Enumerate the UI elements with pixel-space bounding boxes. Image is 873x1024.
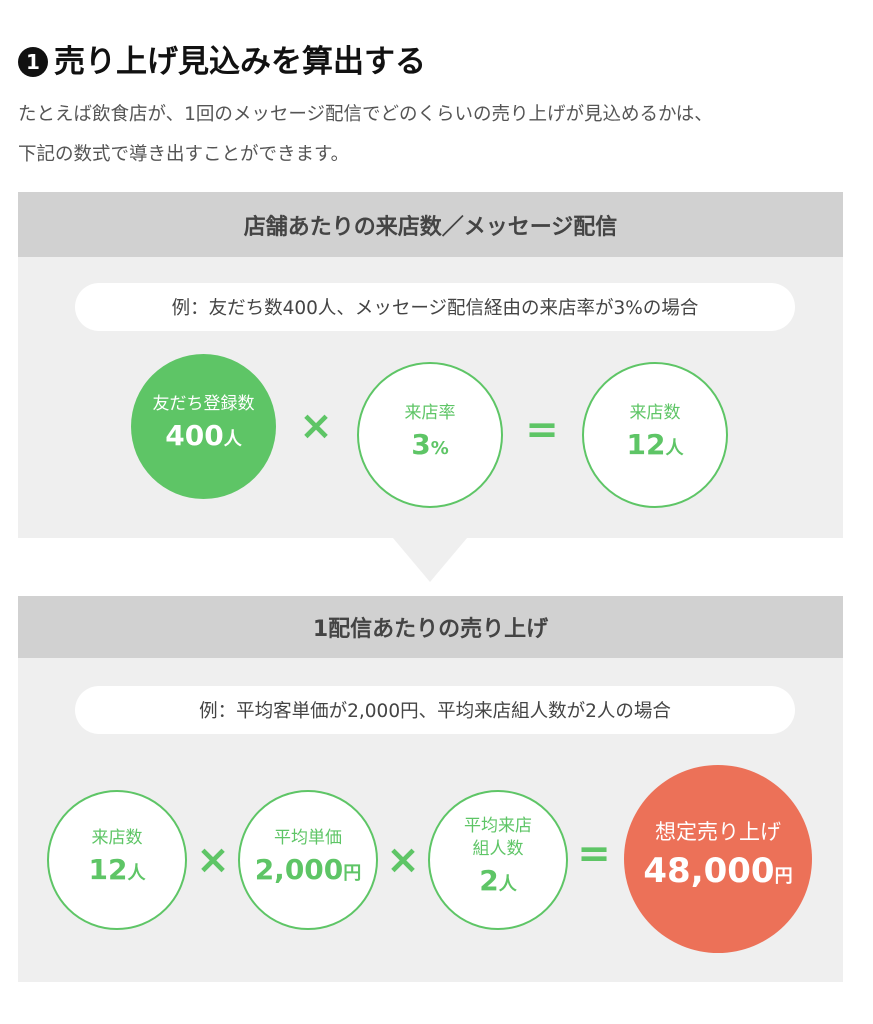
circle-label: 友だち登録数	[152, 394, 255, 414]
visit-rate-circle: 来店率 3%	[357, 362, 503, 508]
circle-label: 組人数	[472, 839, 524, 859]
circle-label: 想定売り上げ	[655, 820, 781, 844]
circle-value: 12人	[626, 427, 684, 461]
circle-label: 来店数	[91, 827, 143, 848]
section-heading: 1 売り上げ見込みを算出する	[18, 40, 426, 84]
section1-example: 例：友だち数400人、メッセージ配信経由の来店率が3%の場合	[75, 283, 795, 331]
arrow-down-icon	[393, 538, 467, 582]
number-badge: 1	[18, 47, 48, 77]
visits-circle: 来店数 12人	[582, 362, 728, 508]
group-size-circle: 平均来店 組人数 2人	[428, 790, 568, 930]
section2-example: 例：平均客単価が2,000円、平均来店組人数が2人の場合	[75, 686, 795, 734]
circle-value: 2,000円	[254, 852, 362, 886]
equals-icon: =	[577, 831, 611, 877]
circle-value: 48,000円	[643, 851, 793, 891]
section2-title: 1配信あたりの売り上げ	[18, 596, 843, 658]
friends-count-circle: 友だち登録数 400人	[131, 354, 276, 499]
intro-line: 下記の数式で導き出すことができます。	[18, 144, 350, 165]
circle-label: 平均単価	[274, 827, 342, 848]
circle-value: 2人	[479, 864, 517, 897]
avg-price-circle: 平均単価 2,000円	[238, 790, 378, 930]
circle-value: 12人	[88, 852, 146, 886]
circle-value: 400人	[165, 419, 242, 452]
multiply-icon: ×	[196, 837, 230, 883]
equals-icon: =	[525, 407, 559, 453]
heading-title: 売り上げ見込みを算出する	[54, 44, 426, 80]
multiply-icon: ×	[386, 837, 420, 883]
circle-label: 平均来店	[464, 816, 532, 836]
section1-title: 店舗あたりの来店数／メッセージ配信	[18, 192, 843, 257]
multiply-icon: ×	[299, 403, 333, 449]
expected-sales-circle: 想定売り上げ 48,000円	[624, 765, 812, 953]
circle-label: 来店率	[404, 402, 456, 423]
visits-circle: 来店数 12人	[47, 790, 187, 930]
circle-value: 3%	[411, 427, 449, 461]
circle-label: 来店数	[629, 402, 681, 423]
intro-text: たとえば飲食店が、1回のメッセージ配信でどのくらいの売り上げが見込めるかは、 下記…	[18, 95, 858, 175]
intro-line: たとえば飲食店が、1回のメッセージ配信でどのくらいの売り上げが見込めるかは、	[18, 104, 713, 125]
